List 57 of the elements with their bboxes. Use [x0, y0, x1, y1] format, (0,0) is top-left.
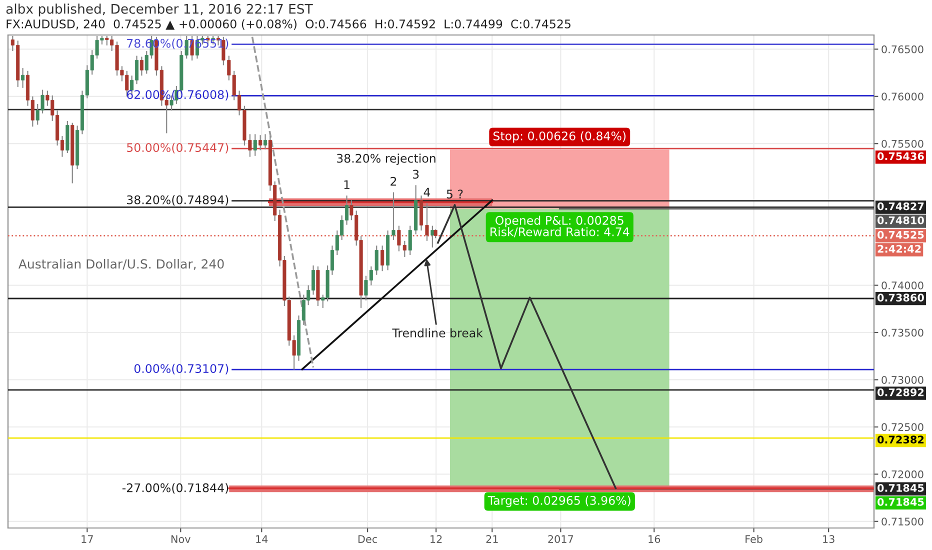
annotation: 0.71845 [878, 498, 924, 506]
y-tick-label: 0.71500 [882, 518, 924, 526]
annotation: 0.74827 [878, 202, 924, 210]
x-tick-label: 14 [256, 535, 268, 543]
x-tick-label: 12 [430, 535, 442, 543]
x-tick-label: 21 [486, 535, 498, 543]
y-tick-label: 0.73500 [882, 328, 924, 337]
annotation: 0.75436 [878, 152, 924, 160]
candlestick [397, 225, 401, 252]
annotation: Australian Dollar/U.S. Dollar, 240 [18, 258, 224, 270]
candlestick [380, 245, 384, 272]
annotation: 50.00%(0.75447) [127, 142, 228, 154]
x-tick-label: 16 [648, 535, 660, 544]
candlestick [140, 56, 144, 76]
x-tick-label: Feb [746, 534, 762, 544]
candlestick [253, 134, 257, 156]
y-tick-label: 0.76000 [882, 92, 924, 100]
annotation: 3 [412, 170, 419, 179]
candlestick [402, 240, 406, 258]
annotation: 4 [424, 188, 430, 196]
candlestick [408, 225, 412, 256]
candlestick [392, 192, 396, 240]
annotation: 0.72892 [878, 388, 924, 396]
annotation: 38.20% rejection [336, 154, 436, 166]
candlestick [21, 68, 25, 88]
annotation: 0.00%(0.73107) [134, 364, 228, 374]
annotation: Opened P&L: 0.00285 Risk/Reward Ratio: 4.74 [490, 216, 630, 238]
annotation: 2:42:42 [878, 244, 921, 253]
y-tick-label: 0.74000 [882, 282, 924, 290]
chart-subtitle: FX:AUDUSD, 240 0.74525 ▲ +0.00060 (+0.08%) O:0.74566 H:0.74592 L:0.74499 C:0.74525 [6, 19, 570, 30]
annotation: 0.72382 [878, 436, 924, 444]
x-tick-label: Dec [358, 535, 377, 544]
y-tick-label: 0.76500 [882, 45, 924, 54]
chart-title: albx published, December 11, 2016 22:17 EST [6, 4, 313, 16]
annotation: Stop: 0.00626 (0.84%) [493, 131, 626, 143]
annotation: 0.71845 [878, 484, 924, 492]
x-tick-label: Nov [171, 535, 190, 544]
annotation: 2 [390, 176, 396, 186]
candlestick [425, 202, 429, 242]
candlestick [263, 134, 268, 150]
x-tick-label: 17 [82, 535, 93, 543]
annotation: 0.74525 [878, 230, 924, 239]
annotation: 38.20%(0.74894) [127, 195, 228, 206]
x-tick-label: 13 [823, 535, 834, 544]
annotation: -27.00%(0.71844) [122, 483, 228, 494]
annotation: Trendline break [392, 328, 483, 338]
annotation: 5 ? [446, 190, 463, 199]
annotation: 0.73860 [878, 294, 924, 302]
y-tick-label: 0.72500 [882, 423, 924, 432]
annotation: Target: 0.02965 (3.96%) [488, 496, 630, 508]
candlestick [258, 134, 262, 151]
annotation: 1 [344, 180, 350, 189]
y-tick-label: 0.73000 [882, 376, 924, 384]
x-tick-label: 2017 [548, 535, 574, 544]
y-tick-label: 0.75500 [882, 140, 924, 148]
annotation: 0.74810 [878, 216, 924, 224]
y-tick-label: 0.72000 [882, 470, 924, 478]
